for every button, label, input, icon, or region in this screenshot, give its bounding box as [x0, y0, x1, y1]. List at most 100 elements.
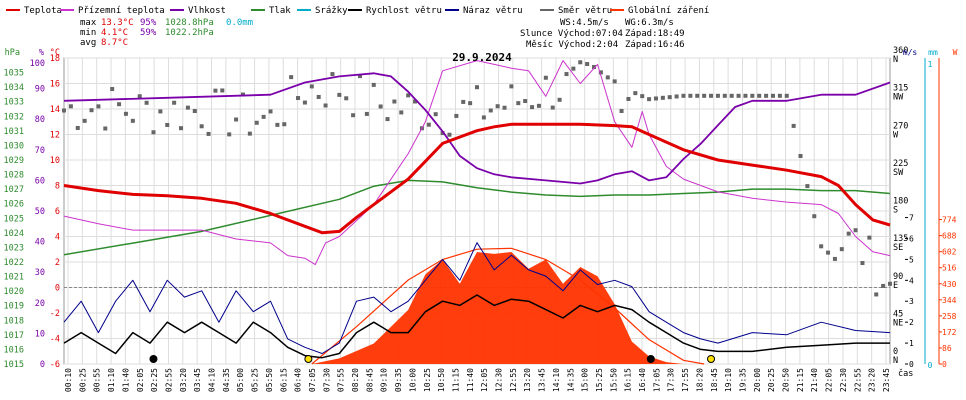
theoretical-radiation-line — [311, 247, 705, 365]
astro-marker — [707, 355, 716, 363]
wind-direction-dot — [612, 79, 617, 84]
wind-direction-dot — [227, 132, 232, 137]
wind-direction-dot — [791, 123, 796, 128]
wind-direction-dot — [750, 93, 755, 98]
pressure-tick-label: 1024 — [4, 229, 24, 239]
radiation-tick-label: 602 — [942, 248, 957, 257]
wind-tick-label: 4 — [909, 276, 914, 285]
wind-direction-dot — [96, 104, 101, 109]
radiation-tick-label: 344 — [942, 296, 957, 305]
wind-direction-dot — [447, 132, 452, 137]
x-tick-label: 18:20 — [695, 368, 704, 392]
pressure-tick-label: 1022 — [4, 258, 24, 268]
radiation-tick-label: 774 — [942, 216, 957, 225]
stats-avg-temp: 8.7°C — [101, 38, 128, 48]
wind-direction-dot — [344, 96, 349, 101]
direction-tick-deg: 225 — [893, 159, 908, 169]
rain-axis-unit: mm — [928, 48, 938, 57]
legend-label: Rychlost větru — [366, 6, 442, 16]
wind-direction-dot — [275, 122, 280, 127]
wind-tick-label: 7 — [909, 214, 914, 223]
x-axis-unit: čas — [898, 368, 913, 379]
x-tick-label: 03:20 — [179, 368, 188, 392]
temperature-line — [63, 122, 891, 235]
wind-speed-line — [63, 294, 890, 359]
wind-direction-dot — [653, 96, 658, 101]
legend-label: Globální záření — [628, 6, 709, 16]
direction-tick-dir: S — [893, 206, 898, 216]
pressure-tick-label: 1020 — [4, 287, 24, 297]
pressure-tick-label: 1029 — [4, 156, 24, 166]
wind-direction-dot — [199, 124, 204, 129]
pressure-tick-label: 1018 — [4, 316, 24, 326]
wind-direction-dot — [605, 75, 610, 80]
wind-direction-dot — [123, 111, 128, 116]
radiation-tick-label: 86 — [942, 344, 952, 353]
direction-tick-deg: 135 — [893, 234, 908, 244]
wind-direction-dot — [296, 96, 301, 101]
legend-label: Přízemní teplota — [78, 6, 165, 16]
wind-direction-dot — [268, 109, 273, 114]
humidity-tick-label: 50 — [35, 207, 45, 217]
x-tick-label: 02:25 — [150, 368, 159, 392]
x-tick-label: 01:40 — [121, 368, 130, 392]
x-tick-label: 09:10 — [380, 368, 389, 392]
legend-label: Náraz větru — [463, 6, 523, 16]
wind-direction-dot — [289, 75, 294, 80]
wind-direction-dot — [261, 114, 266, 119]
wind-direction-dot — [406, 93, 411, 98]
wind-direction-dot — [571, 66, 576, 71]
radiation-tick-label: 430 — [942, 280, 957, 289]
x-tick-label: 05:00 — [236, 368, 245, 392]
rain-tick-label: 1 — [928, 60, 933, 69]
info-moon-set: Západ:16:46 — [625, 40, 685, 50]
wind-direction-dot — [640, 94, 645, 99]
temp-tick-label: 10 — [50, 156, 60, 166]
wind-direction-dot — [234, 117, 239, 122]
temp-tick-label: -6 — [50, 360, 60, 370]
wind-direction-dot — [770, 93, 775, 98]
wind-direction-dot — [681, 93, 686, 98]
wind-direction-dot — [674, 94, 679, 99]
direction-tick-deg: 315 — [893, 84, 908, 94]
wind-direction-dot — [564, 72, 569, 77]
pressure-tick-label: 1023 — [4, 243, 24, 253]
x-tick-label: 01:10 — [107, 368, 116, 392]
direction-tick-deg: 270 — [893, 121, 908, 131]
x-tick-label: 16:15 — [624, 368, 633, 392]
wind-direction-dot — [860, 261, 865, 266]
pressure-tick-label: 1026 — [4, 200, 24, 210]
wind-direction-dot — [62, 108, 66, 113]
wind-direction-dot — [853, 228, 858, 233]
temp-tick-label: 2 — [55, 258, 60, 268]
wind-direction-dot — [784, 93, 789, 98]
humidity-tick-label: 0 — [40, 360, 45, 370]
wind-direction-dot — [888, 281, 892, 286]
direction-tick-deg: 180 — [893, 197, 908, 207]
pressure-tick-label: 1021 — [4, 273, 24, 283]
wind-direction-dot — [660, 95, 665, 100]
x-tick-label: 03:45 — [193, 368, 202, 392]
pressure-tick-label: 1030 — [4, 141, 24, 151]
wind-direction-dot — [550, 105, 555, 110]
wind-direction-dot — [137, 94, 142, 99]
wind-direction-dot — [385, 117, 390, 122]
wind-direction-dot — [392, 99, 397, 104]
wind-direction-dot — [702, 93, 707, 98]
wind-direction-dot — [461, 99, 466, 104]
direction-tick-dir: SW — [893, 168, 904, 178]
pressure-tick-label: 1019 — [4, 302, 24, 312]
x-tick-label: 10:50 — [437, 368, 446, 392]
wind-tick-label: 2 — [909, 318, 914, 327]
wind-direction-dot — [330, 72, 335, 77]
pressure-tick-label: 1035 — [4, 69, 24, 79]
wind-direction-dot — [254, 120, 259, 125]
wind-direction-dot — [543, 75, 548, 80]
x-tick-label: 00:55 — [93, 368, 102, 392]
direction-tick-deg: 90 — [893, 272, 903, 282]
pressure-tick-label: 1016 — [4, 345, 24, 355]
wind-direction-dot — [667, 95, 672, 100]
wind-direction-dot — [302, 100, 307, 105]
x-tick-label: 00:10 — [64, 368, 73, 392]
wind-direction-dot — [757, 93, 762, 98]
